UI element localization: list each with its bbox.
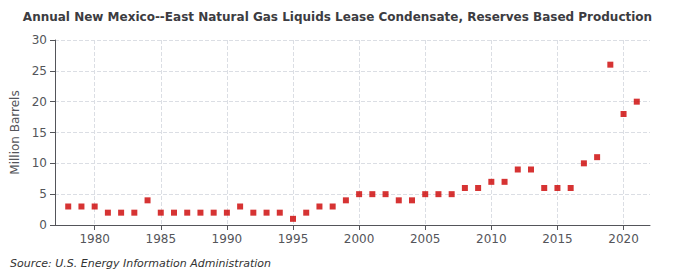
svg-text:10: 10 — [32, 156, 47, 170]
svg-text:5: 5 — [39, 187, 47, 201]
svg-text:25: 25 — [32, 64, 47, 78]
svg-text:2015: 2015 — [542, 232, 573, 246]
svg-text:1985: 1985 — [146, 232, 177, 246]
svg-text:2000: 2000 — [344, 232, 375, 246]
svg-text:2010: 2010 — [476, 232, 507, 246]
svg-text:Annual New Mexico--East Natura: Annual New Mexico--East Natural Gas Liqu… — [23, 10, 652, 24]
svg-text:Million Barrels: Million Barrels — [8, 90, 22, 174]
svg-text:Source: U.S. Energy Informatio: Source: U.S. Energy Information Administ… — [10, 257, 271, 270]
svg-text:1980: 1980 — [79, 232, 110, 246]
svg-text:30: 30 — [32, 33, 47, 47]
svg-text:0: 0 — [39, 218, 47, 232]
svg-text:15: 15 — [32, 126, 47, 140]
svg-text:2005: 2005 — [410, 232, 441, 246]
svg-text:2020: 2020 — [608, 232, 639, 246]
svg-text:1995: 1995 — [278, 232, 309, 246]
svg-text:20: 20 — [32, 95, 47, 109]
svg-text:1990: 1990 — [212, 232, 243, 246]
